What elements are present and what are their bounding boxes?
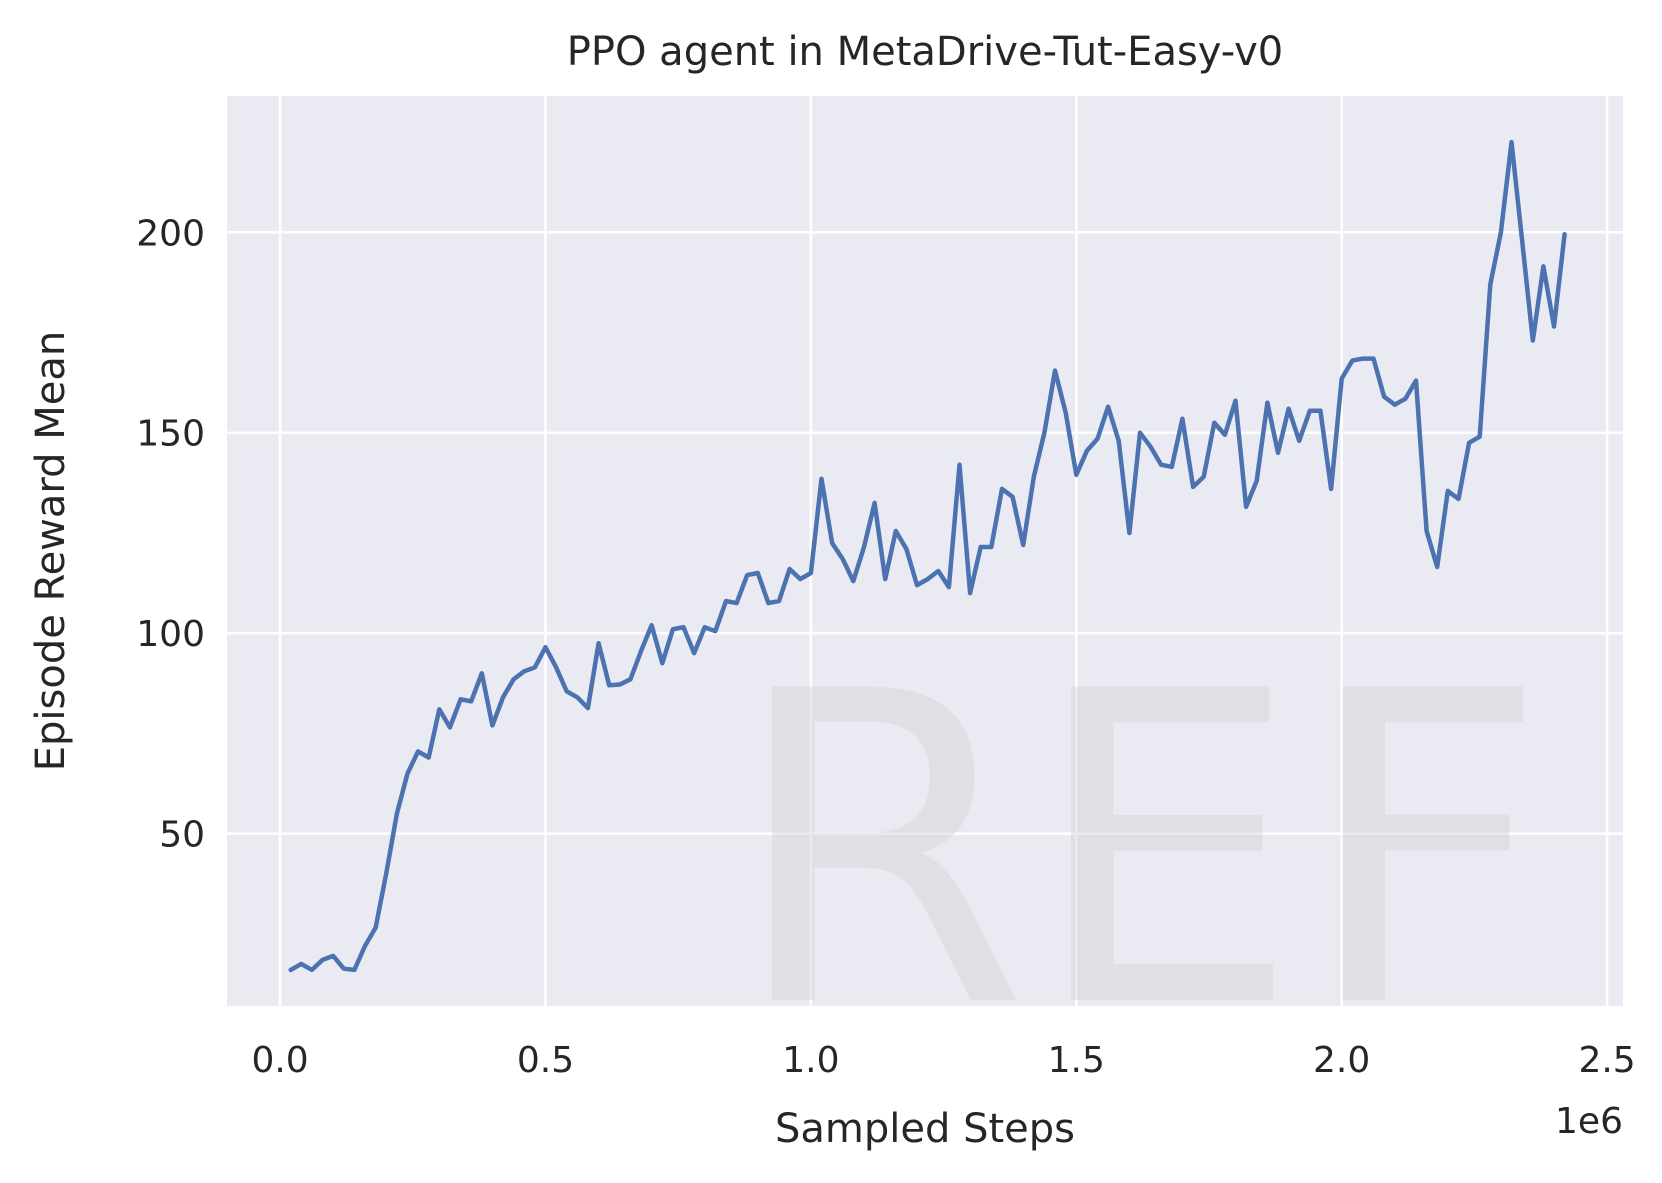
y-axis-label: Episode Reward Mean xyxy=(28,331,74,771)
y-tick-label: 100 xyxy=(136,614,205,655)
watermark-text: REF xyxy=(730,602,1548,1102)
chart-title: PPO agent in MetaDrive-Tut-Easy-v0 xyxy=(567,29,1284,75)
x-axis-label: Sampled Steps xyxy=(775,1106,1075,1152)
y-tick-label: 50 xyxy=(159,815,205,856)
x-tick-label: 2.0 xyxy=(1313,1040,1370,1081)
plot-background xyxy=(227,96,1623,1006)
x-tick-label: 1.5 xyxy=(1048,1040,1105,1081)
series-lines xyxy=(288,139,1567,973)
y-tick-labels: 50 100 150 200 xyxy=(136,213,205,855)
series-line xyxy=(288,139,1567,973)
y-tick-label: 150 xyxy=(136,414,205,455)
x-tick-label: 1.0 xyxy=(782,1040,839,1081)
x-offset-label: 1e6 xyxy=(1555,1101,1623,1142)
grid-lines xyxy=(227,96,1623,1006)
y-tick-label: 200 xyxy=(136,213,205,254)
x-tick-label: 2.5 xyxy=(1578,1040,1635,1081)
x-tick-labels: 0.0 0.5 1.0 1.5 2.0 2.5 xyxy=(251,1040,1635,1081)
x-tick-label: 0.0 xyxy=(251,1040,308,1081)
x-tick-label: 0.5 xyxy=(517,1040,574,1081)
